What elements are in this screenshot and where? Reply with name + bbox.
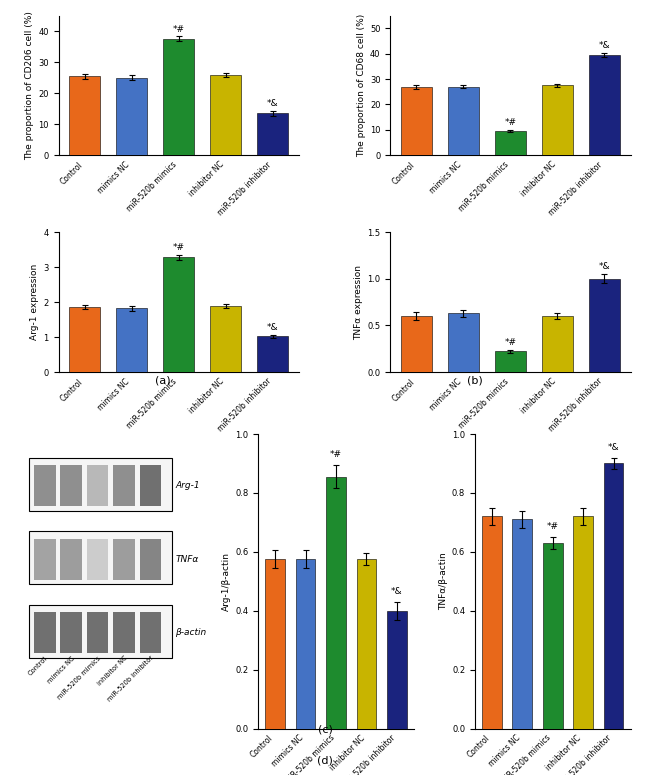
Bar (542, 316, 573, 372)
Bar (542, 85, 573, 155)
Bar (60, 539, 82, 580)
Y-axis label: The proportion of CD206 cell (%): The proportion of CD206 cell (%) (25, 11, 34, 160)
Text: Control: Control (27, 655, 49, 677)
Text: TNFα: TNFα (176, 555, 199, 563)
Bar (140, 539, 161, 580)
Y-axis label: TNFα expression: TNFα expression (354, 264, 363, 339)
Bar (448, 313, 478, 372)
Text: Arg-1: Arg-1 (176, 481, 200, 490)
Text: inhibitor NC: inhibitor NC (96, 655, 128, 687)
Bar (163, 39, 194, 155)
Bar (29, 457, 172, 511)
Bar (211, 306, 241, 372)
Y-axis label: TNFα/β-actin: TNFα/β-actin (439, 553, 448, 610)
Text: mimics NC: mimics NC (46, 655, 75, 684)
Y-axis label: Arg-1 expression: Arg-1 expression (31, 264, 39, 340)
Bar (140, 612, 161, 653)
Bar (211, 75, 241, 155)
Text: *#: *# (330, 450, 342, 459)
Bar (113, 465, 135, 506)
Bar (589, 55, 619, 155)
Bar (257, 113, 288, 155)
Text: miR-520b inhibitor: miR-520b inhibitor (107, 655, 155, 703)
Text: (a): (a) (155, 376, 170, 386)
Text: β-actin: β-actin (176, 629, 207, 637)
Bar (401, 316, 432, 372)
Text: *&: *& (267, 99, 278, 109)
Bar (573, 516, 593, 728)
Bar (116, 78, 147, 155)
Bar (34, 612, 55, 653)
Bar (70, 76, 100, 155)
Text: *#: *# (504, 118, 516, 127)
Text: (d): (d) (317, 756, 333, 766)
Bar (512, 519, 532, 728)
Bar (495, 131, 526, 155)
Text: *&: *& (608, 443, 619, 452)
Text: *#: *# (173, 243, 185, 252)
Bar (401, 87, 432, 155)
Text: (c): (c) (318, 725, 332, 735)
Y-axis label: Arg-1/β-actin: Arg-1/β-actin (222, 552, 231, 611)
Bar (357, 560, 376, 728)
Bar (257, 336, 288, 372)
Bar (86, 539, 109, 580)
Text: *#: *# (173, 25, 185, 33)
Text: (b): (b) (467, 376, 482, 386)
Bar (86, 612, 109, 653)
Text: *#: *# (547, 522, 559, 531)
Bar (60, 612, 82, 653)
Bar (265, 560, 285, 728)
Bar (296, 560, 315, 728)
Bar (448, 87, 478, 155)
Bar (34, 539, 55, 580)
Bar (543, 543, 563, 728)
Bar (589, 279, 619, 372)
Bar (116, 308, 147, 372)
Bar (113, 539, 135, 580)
Text: *&: *& (599, 41, 610, 50)
Bar (387, 611, 407, 728)
Bar (86, 465, 109, 506)
Y-axis label: The proportion of CD68 cell (%): The proportion of CD68 cell (%) (357, 14, 366, 157)
Bar (60, 465, 82, 506)
Bar (140, 465, 161, 506)
Bar (482, 516, 502, 728)
Bar (34, 465, 55, 506)
Bar (326, 477, 346, 728)
Text: *&: *& (391, 587, 403, 596)
Bar (29, 531, 172, 584)
Bar (29, 604, 172, 658)
Text: *&: *& (599, 263, 610, 271)
Text: miR-520b mimics: miR-520b mimics (57, 655, 102, 701)
Bar (604, 463, 623, 728)
Bar (495, 352, 526, 372)
Bar (113, 612, 135, 653)
Text: *#: *# (504, 338, 516, 347)
Text: *&: *& (267, 323, 278, 332)
Bar (70, 308, 100, 372)
Bar (163, 257, 194, 372)
